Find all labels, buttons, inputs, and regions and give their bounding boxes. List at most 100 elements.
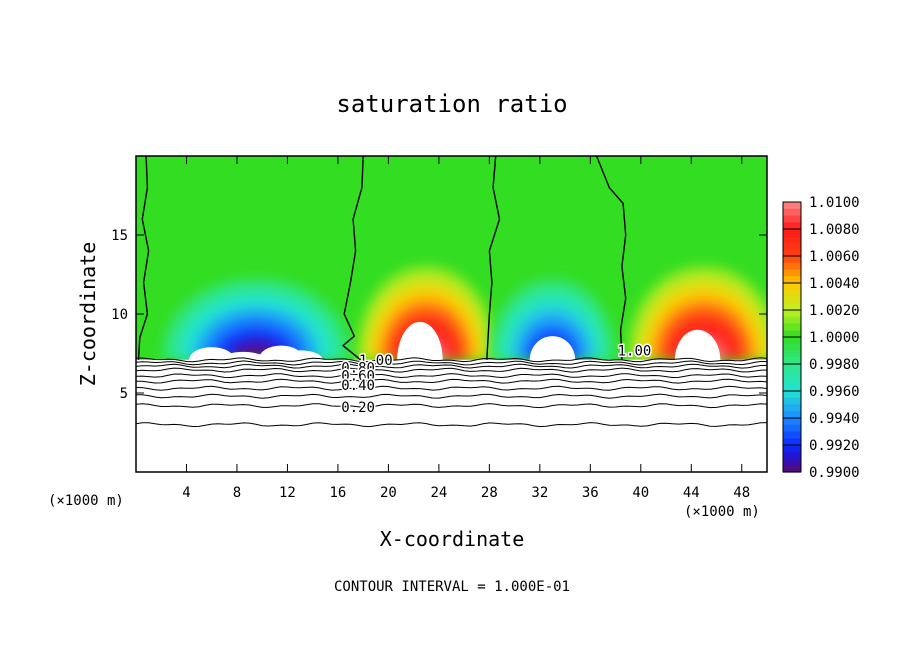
colorbar-swatch	[783, 242, 801, 250]
contour-label: 1.00	[618, 343, 652, 359]
lower-region	[136, 359, 767, 472]
contour-vertical-2	[486, 156, 501, 360]
colorbar-swatch	[783, 337, 801, 345]
contour-label: 0.60	[341, 369, 375, 385]
colorbar-swatch	[783, 391, 801, 399]
colorbar: 1.0100 1.0080 1.0060 1.0040 1.0020 1.0000 0.99…	[782, 195, 860, 481]
colorbar-swatch	[783, 235, 801, 244]
colorbar-swatch	[783, 370, 801, 379]
colorbar-swatch	[783, 451, 801, 460]
contour-label: 0.40	[341, 378, 375, 394]
colorbar-label: 0.9960	[809, 384, 860, 400]
colorbar-label: 1.0100	[809, 195, 860, 211]
contour-0.4	[136, 385, 767, 391]
x-tick-label: 16	[329, 485, 346, 501]
contour-0.1	[136, 422, 767, 428]
contour-vertical-1	[341, 156, 364, 361]
colorbar-label: 1.0000	[809, 330, 860, 346]
colorbar-swatch	[783, 404, 801, 412]
colorbar-swatch	[783, 364, 801, 372]
contour-0.9	[136, 360, 767, 366]
contour-1	[136, 357, 767, 363]
x-unit-left: (×1000 m)	[48, 493, 124, 509]
colorbar-label: 1.0080	[809, 222, 860, 238]
colorbar-swatch	[783, 458, 801, 466]
colorbar-label: 0.9980	[809, 357, 860, 373]
colorbar-swatch	[783, 229, 801, 237]
y-tick-label: 5	[120, 386, 128, 402]
colorbar-swatch	[783, 330, 801, 338]
x-tick-label: 8	[233, 485, 241, 501]
colorbar-swatch	[783, 296, 801, 304]
x-axis-ticks: 4 8 12 16 20 24 28 32 36 40 44 48	[182, 156, 750, 501]
colorbar-swatch	[783, 208, 801, 217]
x-tick-label: 28	[481, 485, 498, 501]
colorbar-swatch	[783, 316, 801, 325]
colorbar-swatch	[783, 283, 801, 291]
x-tick-label: 48	[733, 485, 750, 501]
colorbar-swatch	[783, 465, 801, 473]
x-tick-label: 36	[582, 485, 599, 501]
colorbar-swatch	[783, 343, 801, 352]
colorbar-swatch	[783, 350, 801, 358]
contour-0.7	[136, 367, 767, 373]
colorbar-label: 1.0040	[809, 276, 860, 292]
colorbar-swatch	[783, 249, 801, 257]
colorbar-swatch	[783, 384, 801, 392]
contour-lines	[136, 156, 767, 428]
contour-0.2	[136, 403, 767, 409]
colorbar-swatch	[783, 222, 801, 230]
contour-0.6	[136, 373, 767, 379]
colorbar-label: 0.9920	[809, 438, 860, 454]
colorbar-swatch	[783, 411, 801, 419]
contour-label: 0.80	[341, 361, 375, 377]
y-axis-label: Z-coordinate	[76, 242, 100, 387]
colorbar-swatch	[783, 256, 801, 264]
colorbar-label: 1.0060	[809, 249, 860, 265]
colorbar-swatch	[783, 424, 801, 433]
chart-title: saturation ratio	[336, 90, 567, 118]
heatmap-field	[136, 156, 767, 472]
contour-0.8	[136, 363, 767, 369]
colorbar-label: 0.9900	[809, 465, 860, 481]
colorbar-swatch	[783, 431, 801, 439]
x-tick-label: 32	[531, 485, 548, 501]
contour-vertical-3	[595, 156, 627, 360]
colorbar-swatch	[783, 438, 801, 446]
colorbar-swatch	[783, 289, 801, 298]
contour-label: 1.00	[359, 353, 393, 369]
y-tick-label: 10	[111, 307, 128, 323]
colorbar-swatch	[783, 418, 801, 426]
colorbar-label: 1.0020	[809, 303, 860, 319]
colorbar-swatch	[783, 269, 801, 277]
y-axis-ticks: 5 10 15	[111, 228, 767, 402]
y-tick-label: 15	[111, 228, 128, 244]
contour-labels: 1.000.800.600.400.201.00	[340, 342, 653, 418]
colorbar-swatch	[783, 303, 801, 311]
colorbar-swatch	[783, 262, 801, 271]
colorbar-swatch	[783, 310, 801, 318]
contour-0.3	[136, 393, 767, 399]
x-unit-right: (×1000 m)	[684, 504, 760, 520]
x-tick-label: 20	[380, 485, 397, 501]
region-3	[628, 266, 767, 360]
colorbar-swatch	[783, 397, 801, 406]
colorbar-swatch	[783, 215, 801, 223]
x-tick-label: 40	[632, 485, 649, 501]
colorbar-swatch	[783, 276, 801, 284]
contour-vertical-0	[137, 156, 150, 360]
colorbar-swatch	[783, 323, 801, 331]
colorbar-swatch	[783, 202, 801, 210]
colorbar-swatch	[783, 445, 801, 453]
colorbar-swatch	[783, 377, 801, 385]
x-tick-label: 44	[683, 485, 700, 501]
x-tick-label: 4	[182, 485, 190, 501]
contour-0.5	[136, 378, 767, 384]
x-tick-label: 24	[430, 485, 447, 501]
colorbar-label: 0.9940	[809, 411, 860, 427]
colorbar-swatch	[783, 357, 801, 365]
contour-interval-note: CONTOUR INTERVAL = 1.000E-01	[334, 579, 570, 595]
contour-label: 0.20	[341, 400, 375, 416]
x-axis-label: X-coordinate	[380, 527, 525, 551]
